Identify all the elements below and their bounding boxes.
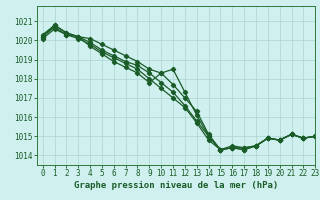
X-axis label: Graphe pression niveau de la mer (hPa): Graphe pression niveau de la mer (hPa) bbox=[74, 181, 278, 190]
